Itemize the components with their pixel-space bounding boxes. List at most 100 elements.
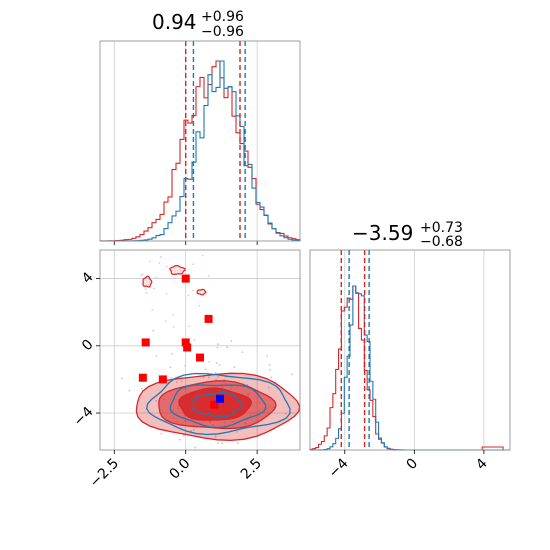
- blue-contour-0: [192, 391, 243, 418]
- sample-dot: [230, 339, 233, 342]
- sample-dot: [120, 377, 123, 380]
- red-square-marker-2: [141, 338, 150, 347]
- sample-dot: [214, 435, 217, 438]
- title-2-minus: −0.68: [420, 234, 463, 250]
- histogram-2-grid: [344, 250, 485, 450]
- sample-dot: [194, 446, 197, 449]
- histogram-2-frame: [309, 249, 511, 451]
- sample-dot-red: [140, 274, 142, 277]
- sample-dot: [216, 346, 219, 349]
- histogram-param-2-panel: −4 0 4: [309, 249, 511, 481]
- histogram-2-quantile-lines: [340, 250, 370, 450]
- histogram-tail-red: [481, 446, 504, 450]
- histogram-1-series: [99, 60, 301, 242]
- sample-dot: [152, 329, 155, 332]
- red-square-marker-7: [158, 375, 167, 384]
- sample-dot: [270, 376, 273, 379]
- y-tick-label-1: 0: [79, 337, 97, 355]
- sample-dot: [233, 366, 236, 369]
- red-contour-island-0: [169, 264, 186, 276]
- sample-dot: [285, 412, 287, 415]
- sample-dot-red: [148, 260, 151, 263]
- sample-dot-red: [158, 262, 161, 264]
- x-tick-label-0: −2.5: [87, 456, 122, 491]
- sample-dot: [169, 366, 172, 369]
- title-2-plus: +0.73: [420, 220, 463, 236]
- sample-dot: [204, 452, 206, 454]
- sample-dot: [192, 429, 195, 431]
- sample-dot-red: [198, 304, 201, 307]
- sample-dot: [217, 471, 219, 473]
- sample-dot: [241, 351, 244, 354]
- x-tick-label-1: 0: [404, 456, 422, 474]
- red-contour-island-1: [142, 275, 153, 288]
- sample-dot: [221, 442, 224, 445]
- sample-dot: [218, 364, 221, 366]
- x-tick-label-2: 4: [473, 455, 491, 473]
- histogram-step-blue: [310, 285, 510, 451]
- title-2-median: −3.59: [352, 221, 413, 245]
- sample-dot: [301, 433, 303, 435]
- sample-dot: [155, 354, 158, 357]
- sample-dot-red: [192, 263, 194, 266]
- sample-dot-red: [152, 287, 155, 290]
- histogram-param-1-panel: [99, 40, 301, 245]
- histogram-1-grid: [113, 41, 258, 245]
- histogram-step-red: [309, 285, 510, 451]
- sample-dot: [291, 373, 294, 376]
- sample-dot-red: [188, 325, 191, 328]
- red-square-marker-3: [181, 338, 190, 347]
- sample-dot: [217, 376, 219, 379]
- sample-dot: [170, 376, 173, 379]
- sample-dot-red: [155, 276, 158, 279]
- sample-dot: [266, 355, 269, 357]
- histogram-step-blue: [100, 60, 301, 242]
- red-square-marker-1: [204, 314, 213, 323]
- sample-dot-red: [201, 254, 204, 257]
- sample-dot-red: [172, 313, 175, 316]
- sample-dot: [141, 387, 143, 390]
- x-tick-label-2: 2.5: [238, 456, 265, 483]
- sample-dot: [184, 364, 187, 367]
- sample-dot: [268, 364, 271, 366]
- title-1-plus: +0.96: [201, 9, 244, 25]
- sample-dot: [217, 442, 219, 445]
- sample-dot: [128, 389, 131, 392]
- sample-dot-red: [142, 273, 145, 276]
- y-tick-label-0: 4: [79, 269, 97, 287]
- y-tick-label-2: −4: [71, 404, 97, 430]
- sample-dot: [269, 369, 271, 372]
- histogram-step-red: [99, 60, 301, 242]
- sample-dot: [183, 434, 185, 437]
- title-param-1: 0.94 +0.96 −0.96: [152, 9, 244, 40]
- red-contour-1: [158, 380, 277, 430]
- title-1-minus: −0.96: [201, 24, 244, 40]
- red-contour-2: [135, 372, 300, 442]
- histogram-1-frame: [99, 40, 301, 242]
- sample-dot: [208, 361, 211, 363]
- sample-dot-red: [192, 289, 194, 292]
- sample-dot: [170, 352, 173, 355]
- sample-dot: [180, 380, 183, 382]
- sample-dot: [226, 346, 229, 348]
- sample-dot-red: [144, 288, 147, 291]
- sample-dot-red: [145, 292, 148, 294]
- red-square-marker-4: [183, 343, 192, 352]
- density-contours: [135, 264, 300, 442]
- sample-dot-red: [165, 265, 168, 268]
- sample-dot-red: [165, 292, 168, 295]
- title-param-2: −3.59 +0.73 −0.68: [352, 220, 463, 250]
- sample-dot: [237, 442, 239, 444]
- red-square-marker-5: [196, 353, 204, 362]
- sample-dot: [204, 368, 207, 371]
- histogram-1-quantile-lines: [185, 41, 246, 241]
- red-square-marker-6: [138, 373, 147, 382]
- x-tick-label-0: −4: [326, 455, 352, 481]
- scatter-frame: [99, 249, 301, 451]
- sample-dot: [268, 386, 270, 389]
- sample-dot: [179, 438, 181, 441]
- scatter-markers: [138, 274, 224, 409]
- red-square-marker-8: [210, 400, 219, 409]
- sample-dot-red: [172, 325, 175, 328]
- sample-dot: [202, 376, 205, 379]
